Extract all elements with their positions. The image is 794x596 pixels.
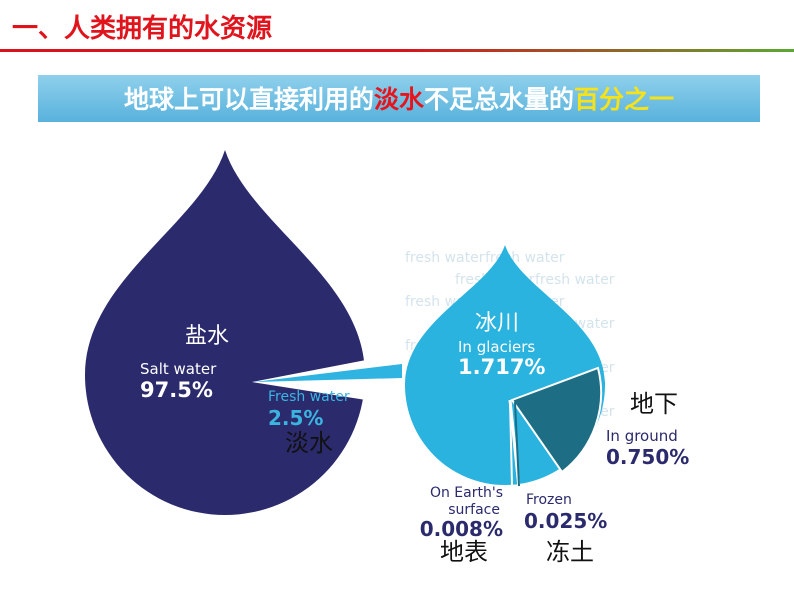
fresh-water-wedge — [254, 364, 402, 382]
label: 冰川 — [475, 311, 519, 336]
banner-part: 地球上可以直接利用的 — [124, 85, 374, 114]
page-title: 一、人类拥有的水资源 — [12, 13, 272, 44]
label: Frozen — [526, 492, 572, 508]
background-text: fresh water — [535, 272, 615, 288]
surface-wedge — [509, 399, 513, 487]
label: 冻土 — [546, 538, 594, 566]
value-label: 0.008% — [420, 517, 503, 541]
label: In glaciers — [458, 338, 535, 356]
label: 淡水 — [285, 429, 333, 457]
label: 地下 — [630, 390, 678, 418]
frozen-line — [514, 401, 520, 487]
title-underline — [0, 49, 794, 52]
label: In ground — [606, 427, 678, 445]
ground-wedge — [510, 366, 603, 474]
value-label: 1.717% — [458, 355, 545, 379]
banner-part: 淡水 — [374, 85, 425, 114]
background-text: fresh water — [405, 250, 485, 266]
value-label: 0.025% — [524, 509, 607, 533]
value-label: 2.5% — [268, 406, 323, 430]
salt-water-drop — [85, 150, 365, 515]
value-label: 97.5% — [140, 378, 213, 402]
banner-part: 不足总水量的 — [424, 85, 574, 114]
banner-part: 百分之一 — [574, 85, 674, 114]
banner — [38, 75, 760, 122]
label: 地表 — [440, 538, 488, 566]
label: 盐水 — [185, 324, 229, 349]
label: surface — [448, 502, 500, 518]
label: On Earth's — [430, 485, 503, 501]
banner-text: 地球上可以直接利用的淡水不足总水量的百分之一 — [124, 85, 674, 114]
label: Salt water — [140, 360, 217, 378]
label: Fresh water — [268, 389, 350, 405]
value-label: 0.750% — [606, 445, 689, 469]
